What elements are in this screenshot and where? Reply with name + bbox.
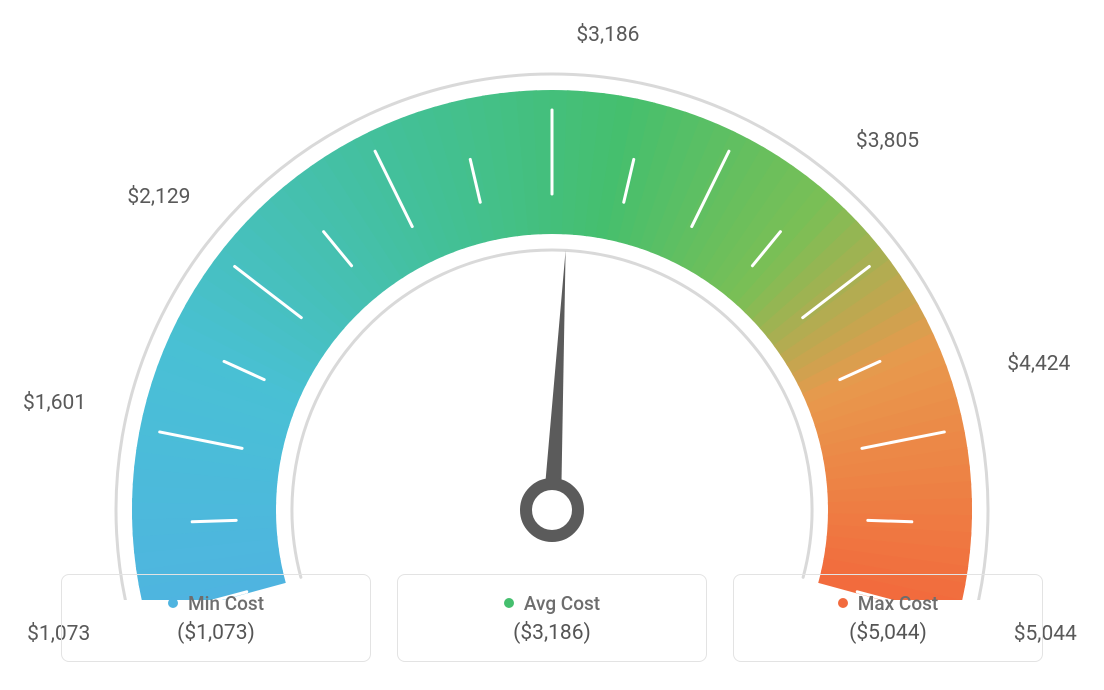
gauge-scale-label: $1,601 <box>23 391 86 415</box>
gauge-svg <box>62 40 1042 600</box>
gauge-chart: $1,073$1,601$2,129$3,186$3,805$4,424$5,0… <box>0 0 1104 560</box>
legend-card-avg: Avg Cost ($3,186) <box>397 574 707 662</box>
legend-value-avg: ($3,186) <box>513 621 591 645</box>
legend-top-min: Min Cost <box>168 592 264 615</box>
legend-dot-avg <box>504 598 514 608</box>
legend-value-min: ($1,073) <box>177 621 255 645</box>
legend-label-max: Max Cost <box>858 592 938 615</box>
legend-dot-max <box>838 598 848 608</box>
legend-label-min: Min Cost <box>188 592 264 615</box>
gauge-scale-label: $3,186 <box>576 23 639 47</box>
legend-dot-min <box>168 598 178 608</box>
legend-top-avg: Avg Cost <box>504 592 600 615</box>
legend-row: Min Cost ($1,073) Avg Cost ($3,186) Max … <box>0 574 1104 662</box>
gauge-scale-label: $2,129 <box>127 185 190 209</box>
legend-label-avg: Avg Cost <box>524 592 600 615</box>
legend-card-min: Min Cost ($1,073) <box>61 574 371 662</box>
legend-card-max: Max Cost ($5,044) <box>733 574 1043 662</box>
legend-value-max: ($5,044) <box>849 621 927 645</box>
legend-top-max: Max Cost <box>838 592 938 615</box>
gauge-scale-label: $3,805 <box>856 129 919 153</box>
gauge-scale-label: $4,424 <box>1007 352 1070 376</box>
